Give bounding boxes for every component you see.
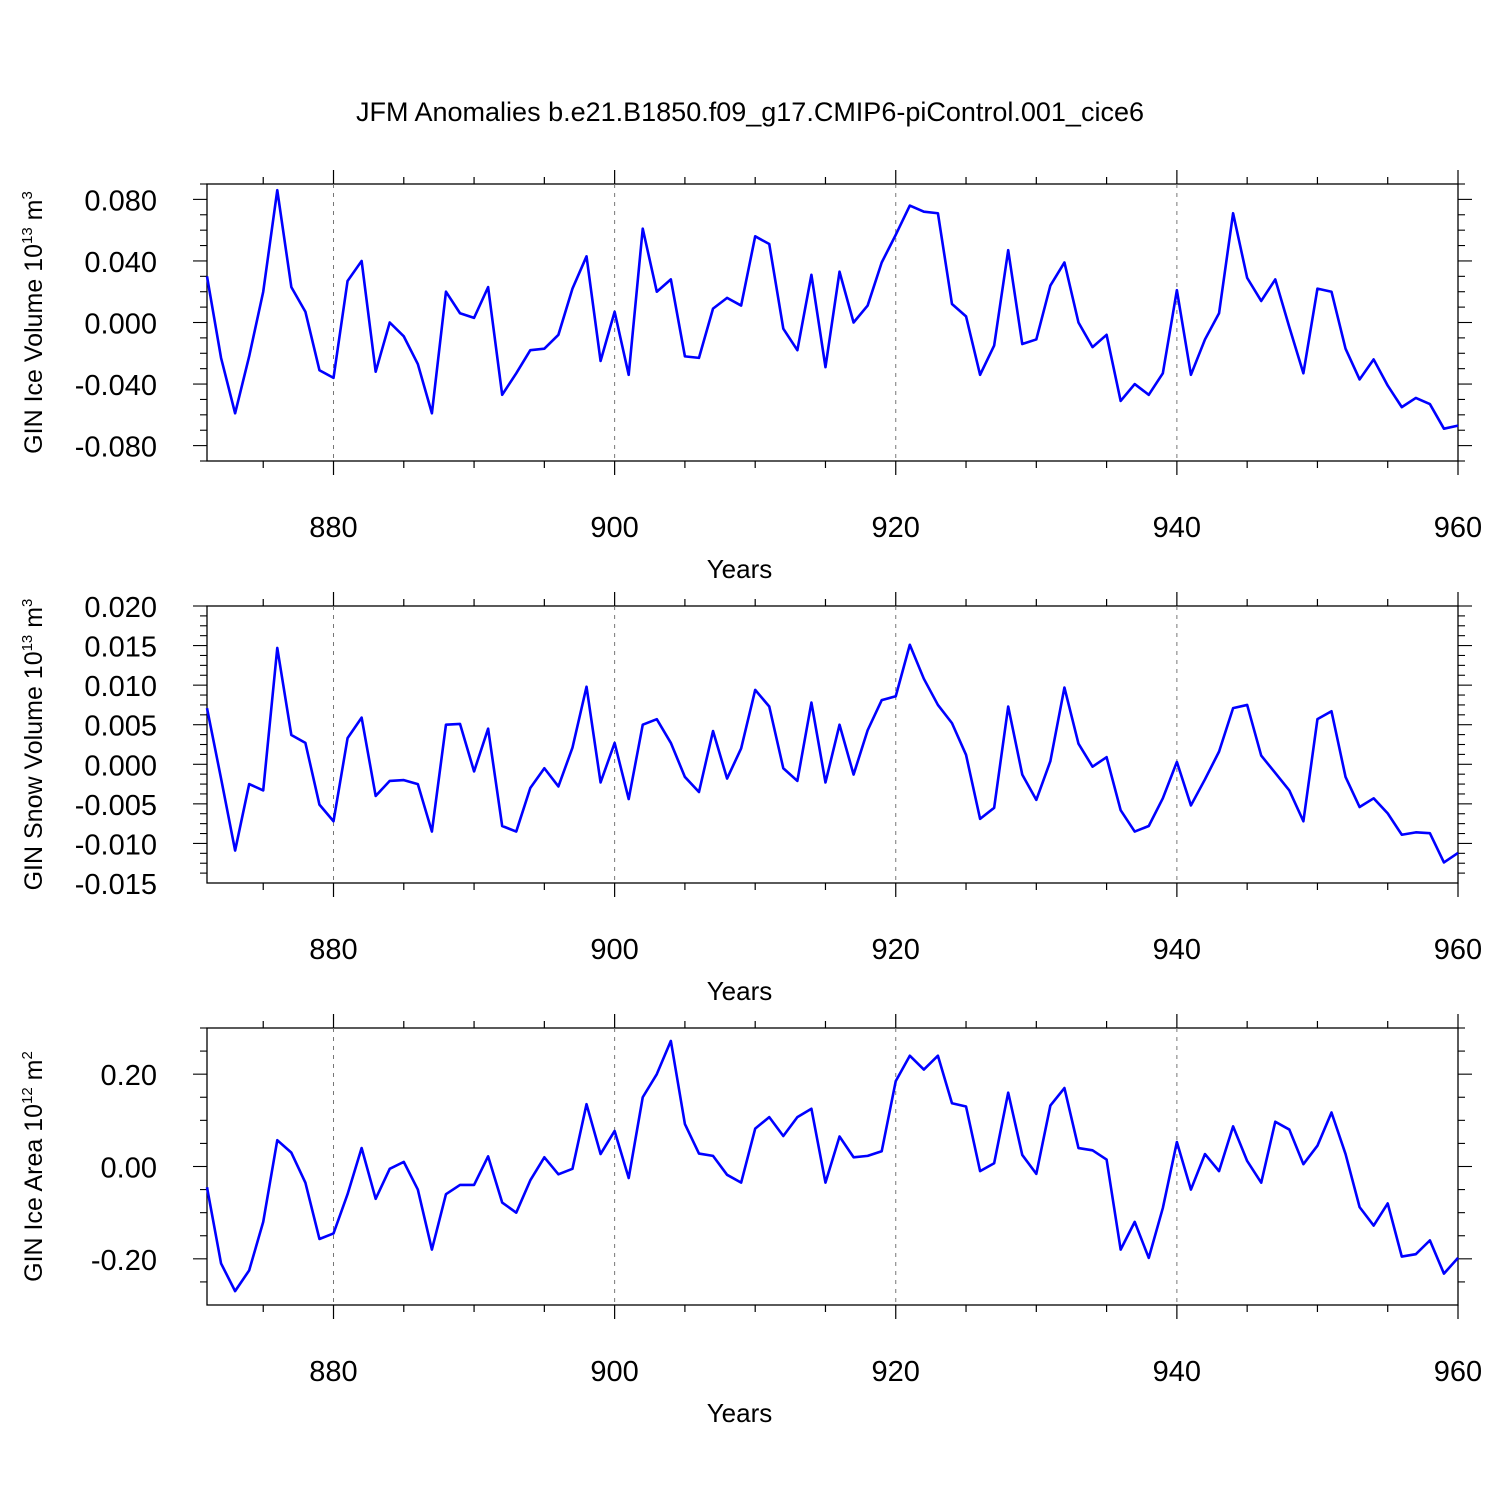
x-tick-label: 900 xyxy=(590,1356,638,1388)
y-axis-label: GIN Snow Volume 1013 m3 xyxy=(19,599,48,891)
chart-title: JFM Anomalies b.e21.B1850.f09_g17.CMIP6-… xyxy=(356,97,1144,127)
y-tick-label: 0.000 xyxy=(84,750,157,782)
x-tick-label: 940 xyxy=(1153,512,1201,544)
x-tick-label: 880 xyxy=(309,1356,357,1388)
y-tick-label: -0.080 xyxy=(75,432,157,464)
y-tick-label: 0.20 xyxy=(101,1060,157,1092)
x-tick-label: 880 xyxy=(309,934,357,966)
x-tick-label: 940 xyxy=(1153,1356,1201,1388)
x-tick-label: 920 xyxy=(872,934,920,966)
y-tick-label: 0.000 xyxy=(84,309,157,341)
y-tick-label: 0.015 xyxy=(84,632,157,664)
y-tick-label: 0.010 xyxy=(84,671,157,703)
y-axis-label: GIN Ice Area 1012 m2 xyxy=(19,1051,48,1282)
y-tick-label: -0.040 xyxy=(75,370,157,402)
x-tick-label: 960 xyxy=(1434,1356,1482,1388)
series-line xyxy=(205,188,1459,430)
x-tick-label: 960 xyxy=(1434,512,1482,544)
series-line xyxy=(205,643,1459,864)
x-tick-label: 900 xyxy=(590,934,638,966)
x-tick-label: 880 xyxy=(309,512,357,544)
y-tick-label: -0.20 xyxy=(91,1245,157,1277)
x-axis-label: Years xyxy=(707,554,773,584)
y-tick-label: -0.010 xyxy=(75,829,157,861)
y-tick-label: -0.015 xyxy=(75,869,157,901)
x-axis-label: Years xyxy=(707,976,773,1006)
x-axis-label: Years xyxy=(707,1398,773,1428)
x-tick-label: 940 xyxy=(1153,934,1201,966)
snow-volume-panel: 880 900 920 940 960 0.020 0.015 0.010 0.005 0.000… xyxy=(19,592,1482,1006)
x-tick-label: 920 xyxy=(872,512,920,544)
y-axis-label: GIN Ice Volume 1013 m3 xyxy=(19,191,48,454)
x-tick-label: 900 xyxy=(590,512,638,544)
x-tick-label: 960 xyxy=(1434,934,1482,966)
y-tick-label: 0.020 xyxy=(84,592,157,624)
y-tick-label: 0.00 xyxy=(101,1153,157,1185)
y-tick-label: 0.040 xyxy=(84,247,157,279)
y-tick-label: 0.005 xyxy=(84,711,157,743)
y-tick-label: -0.005 xyxy=(75,790,157,822)
series-line xyxy=(205,1039,1459,1293)
x-tick-label: 920 xyxy=(872,1356,920,1388)
ice-volume-panel: 880 900 920 940 960 0.080 0.040 0.000 -0.040 -0.0… xyxy=(19,170,1482,584)
y-tick-label: 0.080 xyxy=(84,185,157,217)
ice-area-panel: 880 900 920 940 960 0.20 0.00 -0.20 Years GIN Ice… xyxy=(19,1014,1482,1428)
plot-frame xyxy=(206,605,1459,884)
